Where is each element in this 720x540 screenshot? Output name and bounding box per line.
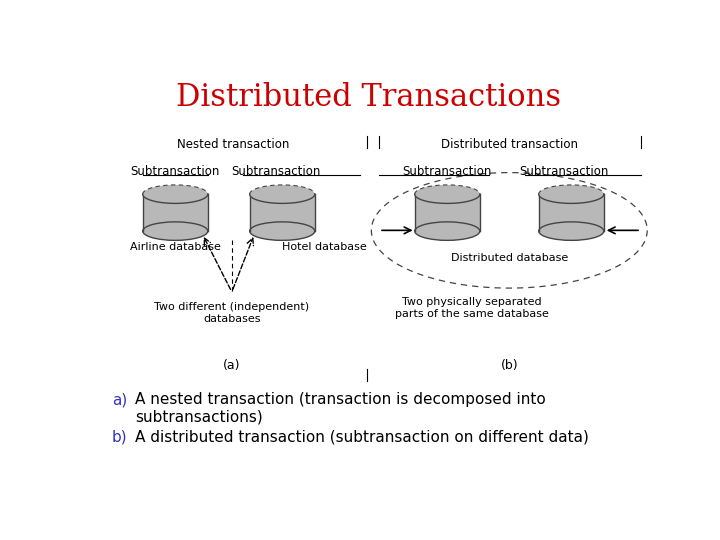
- Text: Nested transaction: Nested transaction: [177, 138, 289, 151]
- Polygon shape: [250, 194, 315, 231]
- Ellipse shape: [539, 185, 604, 204]
- Ellipse shape: [250, 185, 315, 204]
- Text: Hotel database: Hotel database: [282, 242, 367, 252]
- Text: Subtransaction: Subtransaction: [231, 165, 320, 178]
- Text: b): b): [112, 429, 127, 444]
- Text: Distributed transaction: Distributed transaction: [441, 138, 577, 151]
- Text: A nested transaction (transaction is decomposed into
subtransactions): A nested transaction (transaction is dec…: [135, 392, 546, 424]
- Text: Airline database: Airline database: [130, 242, 221, 252]
- Text: (a): (a): [223, 359, 240, 372]
- Ellipse shape: [143, 185, 208, 204]
- Ellipse shape: [250, 222, 315, 240]
- Text: Distributed Transactions: Distributed Transactions: [176, 82, 562, 113]
- Ellipse shape: [415, 185, 480, 204]
- Text: Subtransaction: Subtransaction: [130, 165, 220, 178]
- Text: (b): (b): [500, 359, 518, 372]
- Polygon shape: [539, 194, 604, 231]
- Text: Subtransaction: Subtransaction: [519, 165, 608, 178]
- Text: Two different (independent)
databases: Two different (independent) databases: [154, 302, 310, 323]
- Polygon shape: [415, 194, 480, 231]
- Text: A distributed transaction (subtransaction on different data): A distributed transaction (subtransactio…: [135, 429, 589, 444]
- Text: Distributed database: Distributed database: [451, 253, 568, 262]
- Polygon shape: [143, 194, 208, 231]
- Ellipse shape: [415, 222, 480, 240]
- Ellipse shape: [539, 222, 604, 240]
- Text: a): a): [112, 392, 127, 407]
- Text: Two physically separated
parts of the same database: Two physically separated parts of the sa…: [395, 298, 549, 319]
- Text: Subtransaction: Subtransaction: [402, 165, 492, 178]
- Ellipse shape: [143, 222, 208, 240]
